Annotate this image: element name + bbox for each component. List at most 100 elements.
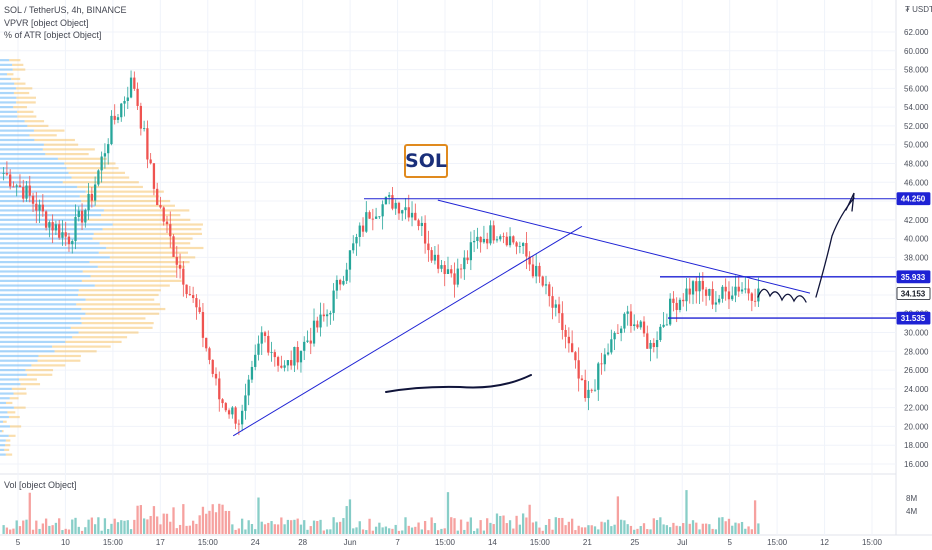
candle-body — [495, 239, 499, 241]
candle-body — [172, 236, 175, 257]
volume-bar — [731, 525, 734, 534]
vp-bar-down — [0, 87, 16, 90]
candle-body — [685, 288, 688, 302]
vp-bar-down — [0, 134, 30, 137]
candle-body — [623, 313, 626, 329]
vp-bar-down — [0, 397, 10, 400]
indicator-vpvr-label[interactable]: VPVR [object Object] — [4, 18, 89, 28]
vp-bar-down — [0, 289, 79, 292]
vp-bar-up — [16, 101, 36, 104]
volume-bar — [472, 530, 476, 534]
price-badge — [896, 270, 931, 284]
volume-bar — [476, 528, 479, 534]
candle-body — [25, 185, 28, 199]
price-badge — [896, 287, 931, 300]
candle-body — [54, 224, 58, 231]
volume-bar — [371, 530, 374, 534]
price-badge-label: 34.153 — [901, 290, 926, 299]
y-tick-label: 60.000 — [904, 47, 929, 56]
volume-bar — [639, 526, 642, 534]
candle-body — [84, 210, 87, 223]
vp-bar-down — [0, 181, 63, 184]
volume-bar — [273, 524, 276, 534]
vp-bar-down — [0, 322, 82, 325]
candle-body — [169, 224, 172, 237]
volume-bar — [126, 520, 129, 534]
volume-bar — [554, 517, 557, 534]
price-badge — [896, 311, 931, 325]
y-tick-label: 56.000 — [904, 84, 929, 93]
indicator-atr-label[interactable]: % of ATR [object Object] — [4, 30, 102, 40]
volume-bar — [675, 525, 678, 534]
candle-body — [561, 313, 564, 330]
volume-indicator-label[interactable]: Vol [object Object] — [4, 480, 77, 490]
vp-bar-up — [6, 401, 13, 405]
x-tick-label: 15:00 — [530, 538, 551, 547]
candle-body — [339, 279, 342, 285]
vp-bar-down — [0, 303, 77, 306]
candle-body — [113, 115, 116, 120]
vp-bar-down — [0, 415, 9, 419]
candle-body — [469, 242, 472, 261]
vp-bar-down — [0, 383, 21, 386]
volume-bar — [446, 492, 450, 534]
candle-body — [198, 307, 201, 313]
candle-body — [234, 407, 237, 424]
vp-bar-up — [11, 387, 27, 390]
volume-bar — [270, 521, 273, 534]
volume-bar — [214, 512, 218, 534]
candle-body — [727, 291, 731, 300]
vp-bar-up — [101, 214, 181, 217]
candle-body — [374, 216, 378, 219]
candle-body — [306, 340, 309, 342]
candle-body — [512, 236, 515, 243]
volume-bar — [734, 522, 737, 534]
descending-trendline — [437, 199, 811, 294]
candle-body — [221, 399, 224, 404]
candle-body — [218, 378, 221, 400]
candle-body — [574, 352, 577, 361]
vp-bar-down — [0, 387, 12, 390]
volume-bar — [570, 518, 574, 534]
volume-bar — [391, 528, 394, 534]
candle-body — [149, 159, 152, 164]
vp-bar-up — [26, 373, 53, 376]
candle-body — [633, 324, 636, 326]
volume-bar — [100, 530, 103, 534]
candle-body — [433, 254, 437, 261]
candle-body — [388, 195, 391, 197]
candle-body — [678, 299, 682, 310]
vp-bar-up — [68, 171, 126, 174]
candle-body — [698, 280, 701, 292]
x-tick-label: 24 — [251, 538, 260, 547]
candle-body — [48, 222, 51, 228]
candle-body — [358, 225, 361, 238]
volume-bar — [502, 515, 505, 534]
volume-bar — [587, 525, 590, 534]
candle-body — [391, 195, 394, 209]
volume-bar — [290, 520, 293, 534]
candle-body — [397, 202, 401, 214]
vp-bar-up — [81, 199, 171, 203]
y-tick-label: 58.000 — [904, 66, 929, 75]
volume-bar — [744, 528, 747, 534]
candle-body — [518, 246, 522, 247]
x-tick-label: 15:00 — [767, 538, 788, 547]
vp-bar-down — [0, 242, 100, 245]
volume-bar — [453, 518, 456, 534]
candle-body — [649, 342, 652, 349]
vp-bar-down — [0, 218, 88, 221]
candle-body — [682, 299, 685, 302]
volume-bar — [727, 518, 731, 534]
candle-body — [335, 279, 339, 291]
volume-bar — [142, 518, 146, 534]
volume-bar — [162, 513, 165, 534]
price-badge-label: 35.933 — [901, 273, 926, 282]
vp-bar-up — [78, 331, 139, 334]
vp-bar-up — [38, 354, 81, 358]
x-tick-label: 14 — [488, 538, 497, 547]
y-tick-label: 28.000 — [904, 347, 929, 356]
volume-bar — [616, 496, 620, 534]
vp-bar-up — [85, 312, 160, 315]
